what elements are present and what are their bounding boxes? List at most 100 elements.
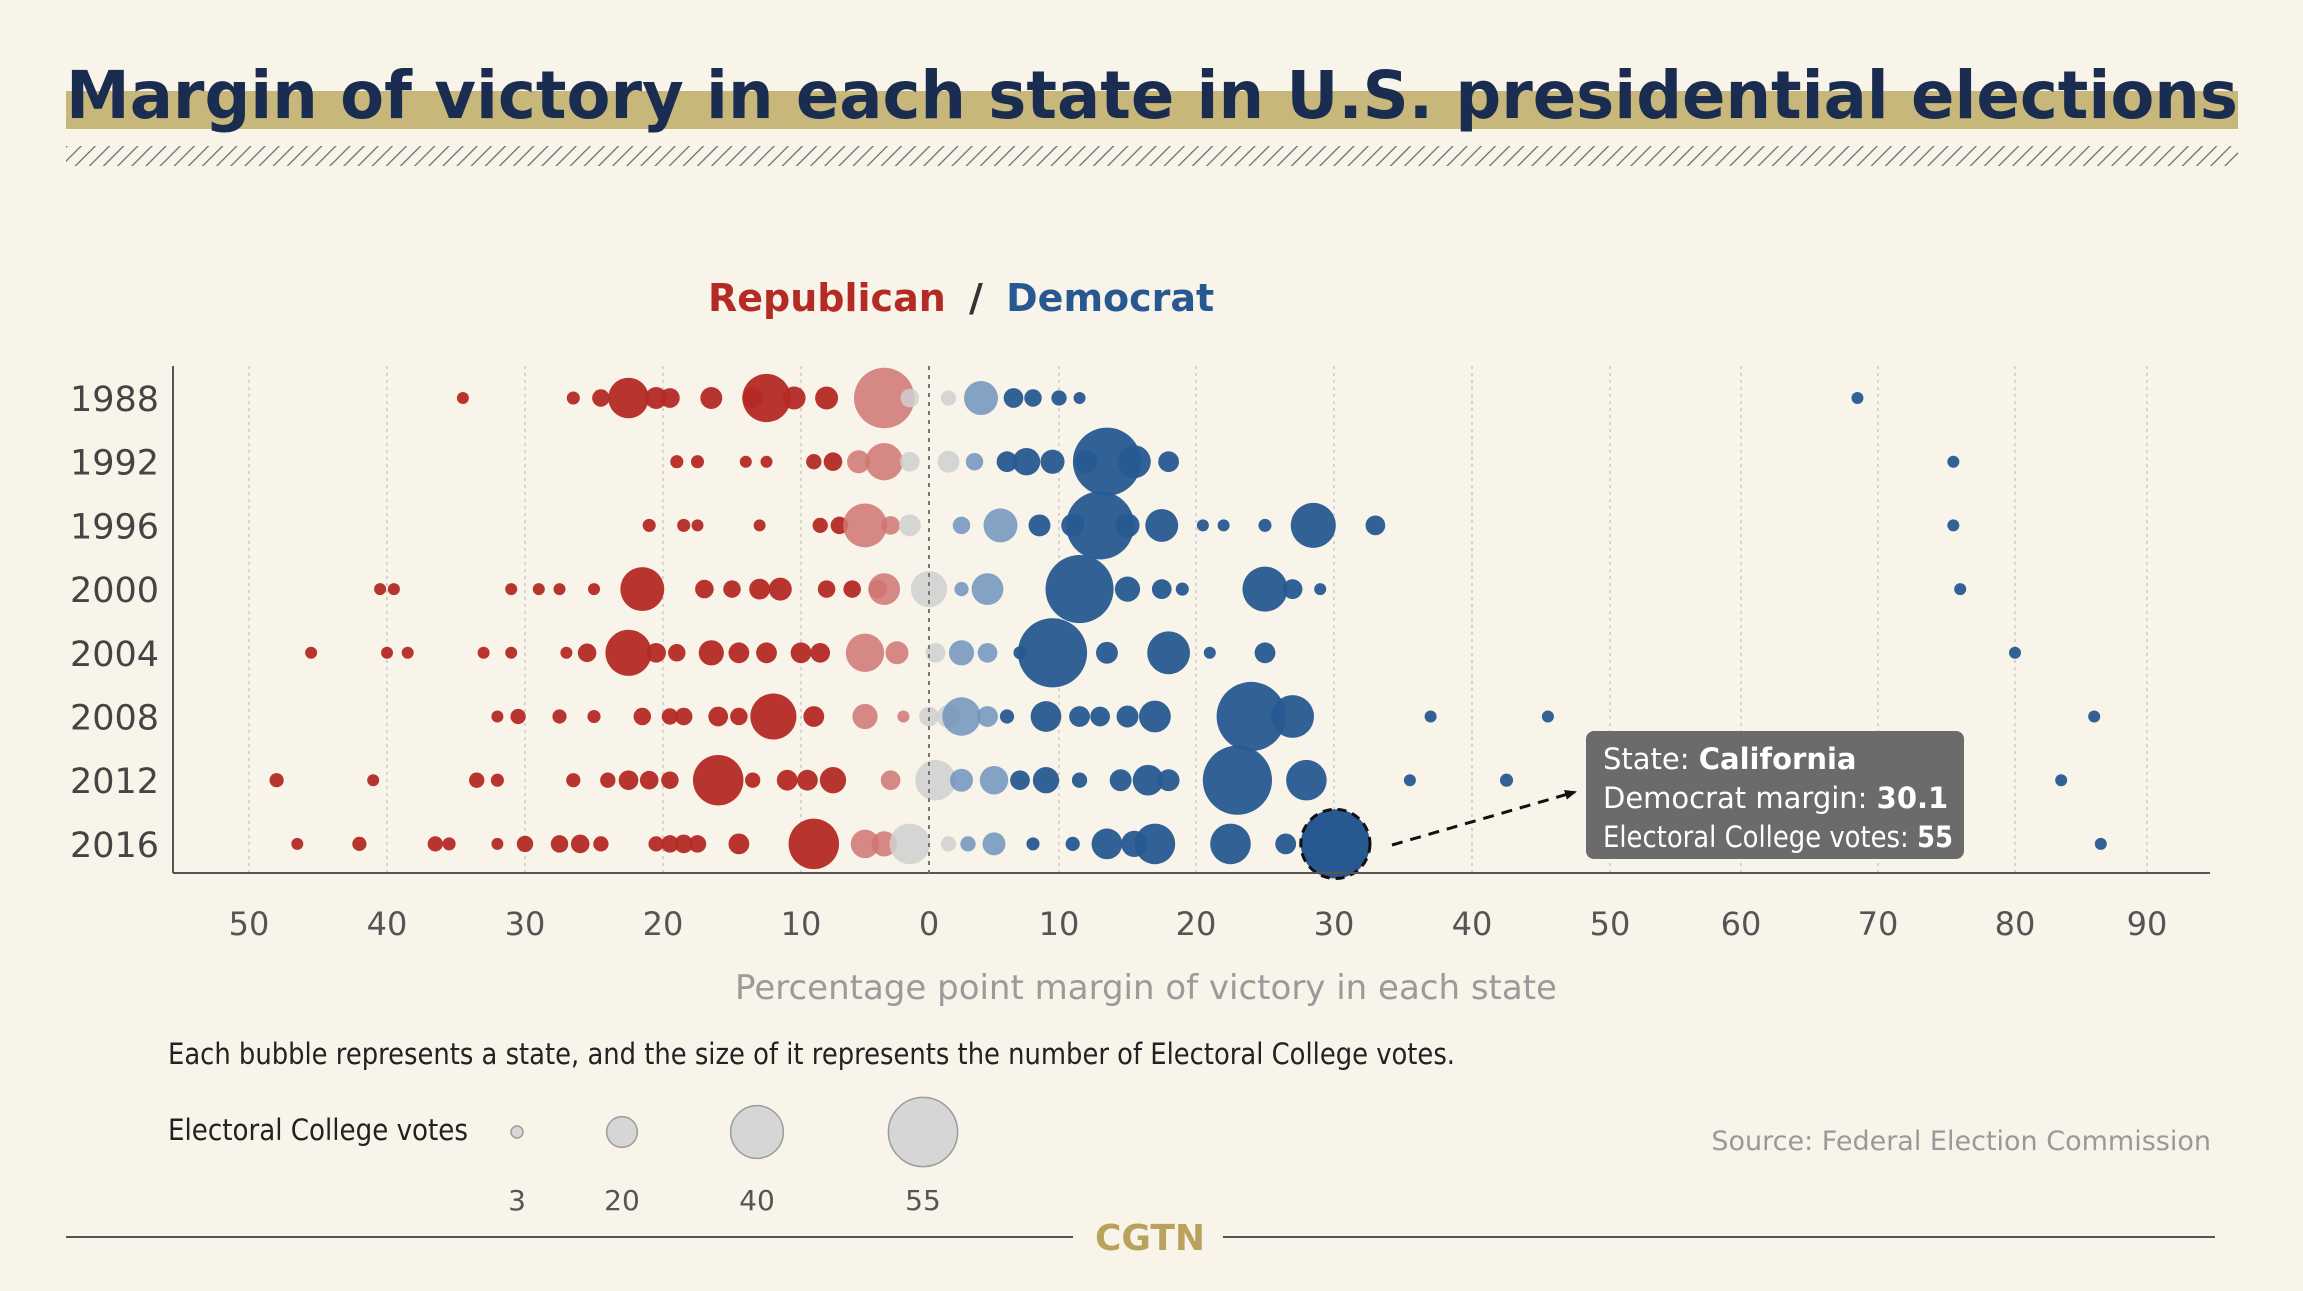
bubble bbox=[1157, 769, 1180, 792]
bubble bbox=[1242, 566, 1288, 612]
x-tick-label: 40 bbox=[367, 905, 408, 943]
bubble bbox=[1254, 642, 1276, 664]
bubble bbox=[1541, 710, 1554, 723]
size-legend-bubble bbox=[887, 1096, 959, 1168]
chart-note: Each bubble represents a state, and the … bbox=[168, 1037, 1455, 1071]
bubble bbox=[1069, 706, 1090, 727]
source-note: Source: Federal Election Commission bbox=[1711, 1126, 2211, 1157]
bubble bbox=[645, 387, 668, 409]
bubble bbox=[1851, 392, 1864, 404]
bubble bbox=[742, 373, 791, 423]
bubble bbox=[965, 452, 984, 471]
bubble bbox=[1217, 519, 1230, 532]
x-tick-labels: 50 40 30 20 10 0 10 20 30 40 50 60 70 80 90 bbox=[229, 905, 2168, 943]
bubble bbox=[854, 367, 915, 429]
bubble bbox=[1028, 514, 1051, 537]
bubble bbox=[1365, 515, 1386, 536]
bubble bbox=[942, 697, 981, 736]
bubble bbox=[1010, 770, 1030, 791]
legend-democrat: Democrat bbox=[1006, 276, 1214, 320]
bubble bbox=[427, 836, 443, 852]
bubble bbox=[845, 633, 885, 672]
bubble bbox=[915, 759, 956, 801]
size-legend-title: Electoral College votes bbox=[168, 1113, 468, 1147]
bubble bbox=[477, 646, 490, 659]
bubble bbox=[1947, 455, 1960, 468]
bubble bbox=[756, 642, 777, 664]
bubble bbox=[588, 583, 600, 596]
bubble bbox=[730, 707, 748, 726]
bubble bbox=[803, 706, 825, 727]
bubble bbox=[690, 455, 705, 469]
bubble bbox=[954, 582, 969, 597]
bubble bbox=[691, 519, 704, 532]
year-labels: 1988 1992 1996 2000 2004 2008 2012 2016 bbox=[70, 380, 159, 866]
bubble bbox=[881, 516, 900, 535]
bubble bbox=[646, 642, 666, 663]
bubble bbox=[871, 831, 897, 857]
bubble bbox=[1017, 618, 1088, 688]
bubble bbox=[728, 833, 750, 855]
bubble bbox=[1290, 502, 1336, 548]
bubble bbox=[1114, 576, 1141, 602]
bubble bbox=[661, 835, 679, 853]
x-tick-label: 30 bbox=[505, 905, 546, 943]
bubble bbox=[1151, 579, 1172, 599]
x-tick-label: 30 bbox=[1314, 905, 1355, 943]
x-tick-label: 50 bbox=[1590, 905, 1631, 943]
bubble bbox=[806, 454, 822, 470]
bubble bbox=[1116, 705, 1139, 728]
bubble bbox=[885, 641, 909, 665]
bubble bbox=[1424, 710, 1437, 723]
bubble bbox=[865, 443, 903, 481]
bubble bbox=[1012, 448, 1041, 476]
x-tick-label: 40 bbox=[1452, 905, 1493, 943]
bubble bbox=[982, 832, 1006, 856]
bubble bbox=[660, 388, 680, 408]
bubble bbox=[971, 573, 1004, 605]
bubble bbox=[898, 514, 921, 537]
x-tick-label: 20 bbox=[643, 905, 684, 943]
bubble bbox=[491, 710, 504, 723]
year-label: 2012 bbox=[70, 762, 159, 802]
bubble bbox=[566, 773, 581, 788]
bubble bbox=[387, 583, 400, 596]
bubble bbox=[1403, 774, 1416, 787]
tooltip-box bbox=[1586, 731, 1964, 859]
bubble bbox=[739, 455, 752, 468]
bubble bbox=[1117, 445, 1151, 479]
bubble bbox=[570, 834, 590, 854]
bubble bbox=[900, 388, 920, 408]
x-tick-label: 20 bbox=[1176, 905, 1217, 943]
brand-logo: CGTN bbox=[1095, 1218, 1205, 1259]
bubble bbox=[374, 583, 387, 596]
size-legend-label: 40 bbox=[739, 1184, 775, 1217]
bubble bbox=[843, 580, 861, 598]
bubble bbox=[723, 580, 741, 598]
bubble bbox=[940, 390, 957, 406]
bubble bbox=[1024, 389, 1042, 407]
bubble bbox=[919, 706, 939, 727]
tooltip-state: State: California bbox=[1603, 742, 1857, 776]
bubble-highlighted[interactable] bbox=[1299, 807, 1372, 881]
bubble bbox=[1051, 390, 1067, 406]
bubble bbox=[674, 707, 693, 726]
tooltip-arrow bbox=[1391, 789, 1577, 847]
bubble bbox=[1203, 646, 1216, 659]
bubble bbox=[948, 640, 975, 666]
bubble bbox=[952, 516, 971, 535]
bubble bbox=[532, 583, 545, 596]
title-highlight-band bbox=[66, 91, 2238, 129]
year-label: 2008 bbox=[70, 699, 159, 739]
bubble bbox=[1147, 631, 1190, 675]
bubble bbox=[1026, 837, 1040, 851]
size-legend-bubble bbox=[605, 1115, 639, 1149]
bubble bbox=[910, 571, 948, 608]
bubble bbox=[1109, 769, 1132, 792]
bubble bbox=[605, 629, 652, 676]
bubble bbox=[670, 455, 684, 469]
bubble bbox=[661, 771, 679, 789]
bubble bbox=[950, 768, 973, 792]
bubble bbox=[977, 642, 998, 663]
bubble bbox=[979, 765, 1009, 795]
